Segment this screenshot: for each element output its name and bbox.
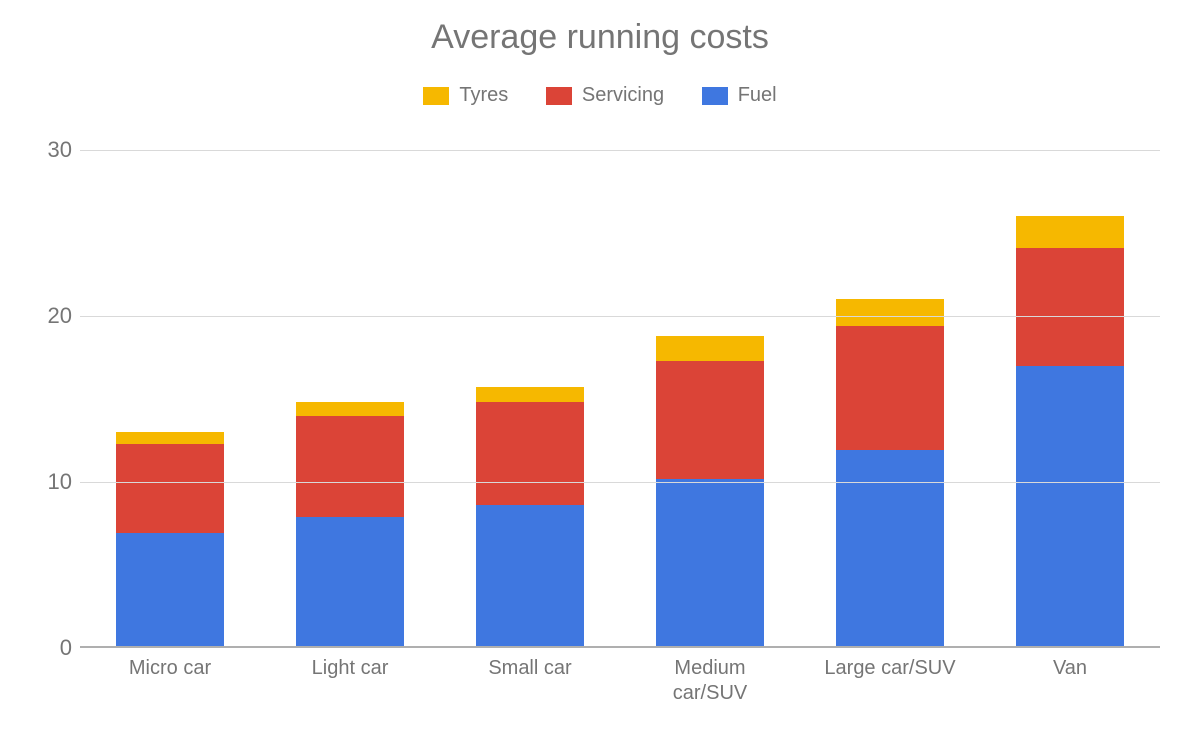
y-tick-label: 10 xyxy=(2,469,72,495)
legend-item-tyres: Tyres xyxy=(423,84,508,107)
bar-segment-servicing xyxy=(656,361,764,479)
x-tick-label: Small car xyxy=(440,656,620,706)
x-tick-label: Micro car xyxy=(80,656,260,706)
legend-item-fuel: Fuel xyxy=(702,84,777,107)
plot-area: 0102030 xyxy=(80,150,1160,648)
chart-title: Average running costs xyxy=(0,18,1200,57)
bar-segment-tyres xyxy=(1016,216,1124,248)
legend-swatch-servicing xyxy=(546,87,572,105)
bar xyxy=(296,402,404,648)
bar-slot xyxy=(620,150,800,648)
bar xyxy=(476,387,584,648)
y-tick-label: 0 xyxy=(2,635,72,661)
x-tick-label: Large car/SUV xyxy=(800,656,980,706)
bar-segment-tyres xyxy=(296,402,404,415)
legend-item-servicing: Servicing xyxy=(546,84,664,107)
bar-segment-fuel xyxy=(476,505,584,648)
legend-label-fuel: Fuel xyxy=(738,84,777,107)
bar xyxy=(656,336,764,648)
x-tick-label: Mediumcar/SUV xyxy=(620,656,800,706)
bar-segment-fuel xyxy=(836,450,944,648)
x-axis-labels: Micro carLight carSmall carMediumcar/SUV… xyxy=(80,656,1160,706)
legend-swatch-tyres xyxy=(423,87,449,105)
running-costs-chart: Average running costs Tyres Servicing Fu… xyxy=(0,0,1200,742)
y-tick-label: 30 xyxy=(2,137,72,163)
bar-slot xyxy=(440,150,620,648)
bar xyxy=(836,299,944,648)
bar-segment-fuel xyxy=(1016,366,1124,648)
legend-swatch-fuel xyxy=(702,87,728,105)
bar-segment-servicing xyxy=(476,402,584,505)
bar-segment-fuel xyxy=(296,517,404,648)
bar-segment-tyres xyxy=(116,432,224,444)
bar-segment-tyres xyxy=(476,387,584,402)
bar-segment-servicing xyxy=(116,444,224,534)
bar-slot xyxy=(980,150,1160,648)
bar-segment-fuel xyxy=(656,479,764,648)
bar-segment-servicing xyxy=(1016,248,1124,366)
legend-label-servicing: Servicing xyxy=(582,84,664,107)
bar xyxy=(116,432,224,648)
x-tick-label: Light car xyxy=(260,656,440,706)
bar-segment-servicing xyxy=(296,416,404,517)
bar-segment-fuel xyxy=(116,533,224,648)
bar-slot xyxy=(260,150,440,648)
x-tick-label: Van xyxy=(980,656,1160,706)
gridline xyxy=(80,316,1160,317)
y-tick-label: 20 xyxy=(2,303,72,329)
gridline xyxy=(80,150,1160,151)
bar-segment-servicing xyxy=(836,326,944,451)
bar-slot xyxy=(80,150,260,648)
bar-slot xyxy=(800,150,980,648)
bar xyxy=(1016,216,1124,648)
bar-group xyxy=(80,150,1160,648)
bar-segment-tyres xyxy=(836,299,944,326)
x-axis-baseline xyxy=(80,646,1160,648)
legend: Tyres Servicing Fuel xyxy=(0,84,1200,111)
legend-label-tyres: Tyres xyxy=(459,84,508,107)
bar-segment-tyres xyxy=(656,336,764,361)
gridline xyxy=(80,482,1160,483)
